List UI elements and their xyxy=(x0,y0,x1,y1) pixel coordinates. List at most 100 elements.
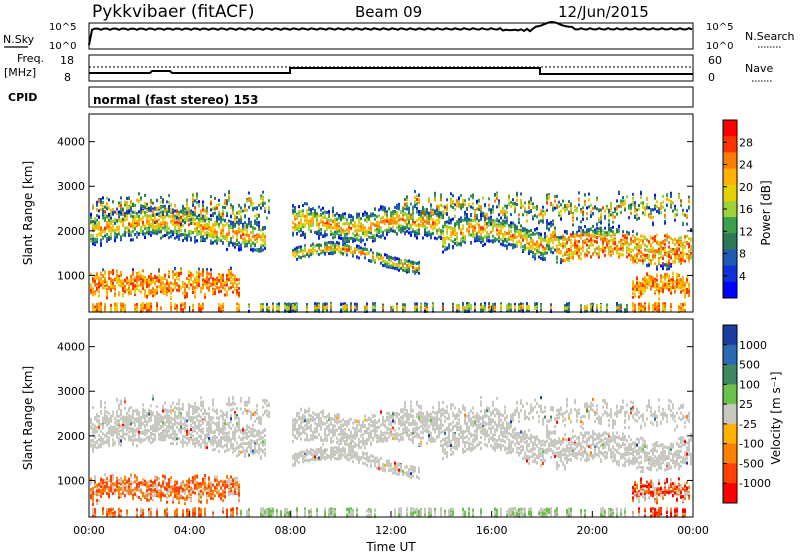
heatmap-cell xyxy=(538,255,540,259)
heatmap-cell xyxy=(204,218,206,222)
heatmap-cell xyxy=(382,232,384,236)
heatmap-cell xyxy=(470,194,472,198)
heatmap-cell xyxy=(102,208,104,211)
heatmap-cell xyxy=(444,248,446,252)
heatmap-cell xyxy=(228,231,230,235)
heatmap-cell xyxy=(124,218,126,222)
heatmap-cell xyxy=(378,208,380,212)
heatmap-cell xyxy=(360,252,362,256)
heatmap-cell xyxy=(106,237,108,241)
heatmap-cell xyxy=(294,302,296,306)
heatmap-cell xyxy=(466,213,468,216)
heatmap-cell xyxy=(126,200,128,204)
heatmap-cell xyxy=(104,214,106,217)
heatmap-cell xyxy=(556,256,558,260)
heatmap-cell xyxy=(368,215,370,219)
heatmap-cell xyxy=(538,235,540,239)
heatmap-cell xyxy=(140,218,142,222)
heatmap-cell xyxy=(396,220,398,224)
heatmap-cell xyxy=(312,250,314,254)
heatmap-cell xyxy=(158,225,160,229)
heatmap-cell xyxy=(432,303,434,307)
heatmap-cell xyxy=(184,212,186,216)
heatmap-cell xyxy=(450,197,452,201)
heatmap-cell xyxy=(168,231,170,235)
heatmap-cell xyxy=(398,260,400,264)
heatmap-cell xyxy=(200,214,202,218)
heatmap-cell xyxy=(298,245,300,249)
heatmap-cell xyxy=(332,207,334,210)
heatmap-cell xyxy=(384,222,386,226)
heatmap-cell xyxy=(102,204,104,208)
heatmap-cell xyxy=(134,287,136,291)
heatmap-cell xyxy=(304,214,306,218)
heatmap-cell xyxy=(416,194,418,198)
heatmap-cell xyxy=(416,198,418,202)
heatmap-cell xyxy=(358,212,360,216)
heatmap-cell xyxy=(298,255,300,259)
heatmap-cell xyxy=(364,218,366,222)
heatmap-cell xyxy=(254,244,256,248)
heatmap-cell xyxy=(418,216,420,220)
heatmap-cell xyxy=(166,225,168,229)
heatmap-cell xyxy=(244,224,246,228)
heatmap-cell xyxy=(106,296,108,300)
heatmap-cell xyxy=(524,201,526,205)
heatmap-cell xyxy=(152,228,154,232)
heatmap-cell xyxy=(512,246,514,250)
heatmap-cell xyxy=(504,224,506,228)
heatmap-cell xyxy=(116,270,118,274)
heatmap-cell xyxy=(542,245,544,249)
heatmap-cell xyxy=(442,305,444,309)
heatmap-cell xyxy=(582,239,584,243)
heatmap-cell xyxy=(374,228,376,232)
heatmap-cell xyxy=(210,217,212,221)
heatmap-cell xyxy=(158,230,160,234)
heatmap-cell xyxy=(522,226,524,230)
heatmap-cell xyxy=(124,211,126,215)
heatmap-cell xyxy=(560,261,562,265)
heatmap-cell xyxy=(116,275,118,278)
heatmap-cell xyxy=(344,246,346,250)
heatmap-cell xyxy=(440,198,442,202)
heatmap-cell xyxy=(166,228,168,232)
heatmap-cell xyxy=(262,200,264,204)
heatmap-cell xyxy=(264,201,266,205)
heatmap-cell xyxy=(226,280,228,284)
heatmap-cell xyxy=(572,219,574,222)
heatmap-cell xyxy=(250,242,252,246)
heatmap-cell xyxy=(104,272,106,276)
heatmap-cell xyxy=(94,218,96,222)
heatmap-cell xyxy=(112,269,114,273)
heatmap-cell xyxy=(176,216,178,220)
heatmap-cell xyxy=(114,234,116,238)
heatmap-cell xyxy=(320,208,322,212)
heatmap-cell xyxy=(114,236,116,240)
heatmap-cell xyxy=(212,277,214,281)
heatmap-cell xyxy=(162,286,164,290)
heatmap-cell xyxy=(528,234,530,238)
heatmap-cell xyxy=(122,284,124,288)
heatmap-cell xyxy=(176,223,178,227)
heatmap-cell xyxy=(472,196,474,200)
heatmap-cell xyxy=(500,304,502,308)
heatmap-cell xyxy=(358,217,360,221)
heatmap-cell xyxy=(480,226,482,230)
heatmap-cell xyxy=(204,208,206,212)
heatmap-cell xyxy=(338,244,340,248)
heatmap-cell xyxy=(218,215,220,219)
heatmap-cell xyxy=(174,304,176,308)
heatmap-cell xyxy=(230,206,232,210)
heatmap-cell xyxy=(582,229,584,232)
heatmap-cell xyxy=(526,246,528,250)
heatmap-cell xyxy=(92,288,94,292)
heatmap-cell xyxy=(432,227,434,231)
heatmap-cell xyxy=(376,215,378,219)
heatmap-cell xyxy=(174,225,176,229)
heatmap-cell xyxy=(214,232,216,236)
heatmap-cell xyxy=(298,225,300,229)
heatmap-cell xyxy=(104,286,106,290)
heatmap-cell xyxy=(150,279,152,283)
heatmap-cell xyxy=(510,221,512,225)
heatmap-cell xyxy=(246,208,248,212)
